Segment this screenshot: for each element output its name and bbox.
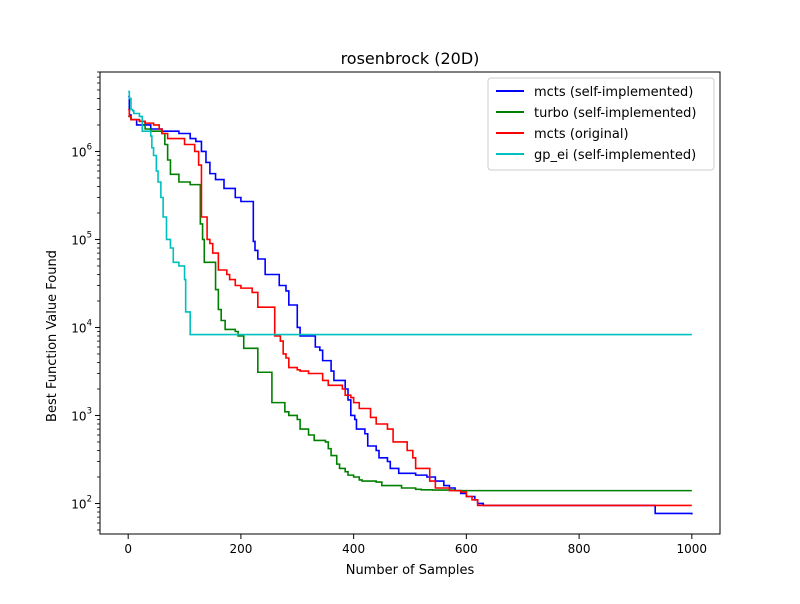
y-axis-label: Best Function Value Found: [45, 250, 60, 422]
series-line-3: [128, 90, 692, 336]
y-tick-label: 102: [71, 494, 92, 511]
axes-frame: [99, 71, 721, 535]
axis-ticks: 0 200 400 600 800 1000 102 103 104 105 106: [71, 71, 708, 556]
legend-label-3: gp_ei (self-implemented): [534, 148, 696, 163]
y-tick-label: 106: [71, 142, 92, 159]
x-tick-label: 200: [229, 542, 252, 556]
y-tick-label: 105: [71, 230, 92, 247]
plot-area: [99, 71, 721, 535]
legend-label-2: mcts (original): [534, 127, 629, 142]
x-tick-label: 600: [455, 542, 478, 556]
series-line-1: [128, 115, 692, 492]
x-axis-label: Number of Samples: [346, 563, 475, 578]
y-tick-label: 104: [71, 318, 92, 335]
legend-label-0: mcts (self-implemented): [534, 85, 693, 100]
series-line-2: [128, 108, 692, 507]
legend: mcts (self-implemented) turbo (self-imple…: [487, 77, 715, 171]
x-tick-label: 0: [124, 542, 132, 556]
chart-title: rosenbrock (20D): [341, 49, 480, 68]
legend-label-1: turbo (self-implemented): [534, 106, 697, 121]
series-line-0: [128, 95, 693, 515]
x-tick-label: 800: [568, 542, 591, 556]
y-tick-label: 103: [71, 406, 92, 423]
x-tick-label: 400: [342, 542, 365, 556]
legend-box: [487, 77, 715, 171]
x-tick-label: 1000: [677, 542, 708, 556]
